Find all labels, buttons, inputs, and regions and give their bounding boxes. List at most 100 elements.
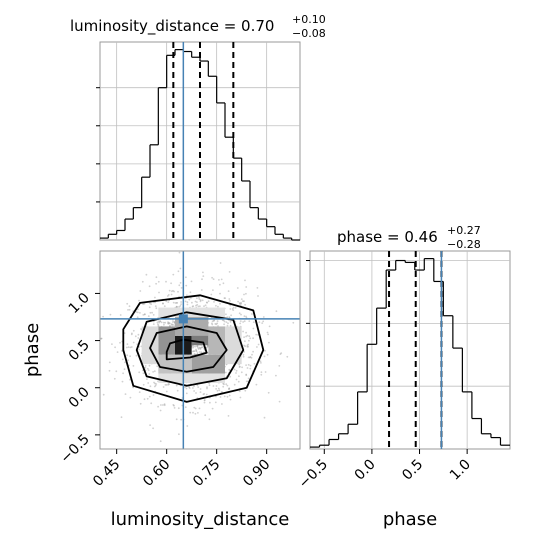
scatter-point [157, 405, 160, 408]
scatter-point [243, 315, 246, 318]
scatter-point [160, 404, 162, 406]
scatter-point [138, 348, 140, 351]
scatter-point [251, 313, 253, 315]
scatter-point [229, 398, 232, 401]
phase-y-axis-label: phase [22, 323, 43, 377]
scatter-point [211, 276, 214, 279]
scatter-point [146, 367, 149, 370]
scatter-point [252, 327, 255, 330]
scatter-point [207, 300, 210, 303]
scatter-point [163, 323, 165, 326]
scatter-point [203, 393, 206, 395]
scatter-point [178, 433, 180, 436]
scatter-point [120, 416, 123, 419]
distance-x-axis-label: luminosity_distance [111, 509, 290, 530]
scatter-point [197, 305, 200, 308]
contour-level-1 [165, 338, 208, 361]
scatter-point [238, 302, 241, 304]
scatter-point [142, 372, 145, 375]
scatter-point [162, 386, 165, 388]
scatter-point [145, 273, 148, 276]
scatter-point [136, 316, 139, 319]
scatter-point [185, 392, 188, 395]
scatter-point [212, 385, 215, 387]
scatter-point [188, 386, 191, 389]
scatter-point [154, 301, 157, 304]
scatter-point [126, 302, 129, 305]
scatter-point [168, 383, 171, 386]
scatter-point [173, 404, 175, 407]
phase-title: phase = 0.46 +0.27 −0.28 [337, 224, 481, 251]
scatter-point [140, 328, 142, 330]
scatter-point [231, 308, 234, 310]
scatter-point [214, 401, 217, 404]
scatter-point [188, 298, 191, 301]
scatter-point [268, 325, 271, 328]
scatter-point [204, 414, 207, 417]
scatter-point [256, 287, 259, 289]
scatter-point [175, 384, 178, 387]
scatter-point [206, 387, 208, 390]
scatter-point [266, 353, 269, 356]
scatter-point [170, 323, 173, 325]
scatter-point [245, 315, 248, 318]
scatter-point [235, 378, 238, 381]
scatter-point [199, 347, 202, 350]
scatter-point [186, 294, 188, 297]
scatter-point [235, 369, 238, 372]
scatter-point [196, 352, 199, 354]
scatter-point [203, 305, 205, 308]
scatter-point [162, 321, 165, 324]
scatter-point [247, 377, 250, 380]
scatter-point [203, 399, 206, 401]
scatter-point [193, 406, 196, 409]
scatter-point [243, 344, 246, 347]
scatter-point [129, 396, 132, 399]
scatter-point [177, 270, 180, 273]
scatter-point [240, 313, 242, 316]
scatter-point [244, 303, 247, 306]
scatter-point [240, 371, 243, 374]
scatter-point [251, 353, 253, 356]
scatter-point [185, 284, 188, 287]
scatter-point [108, 369, 111, 372]
scatter-point [213, 319, 216, 322]
scatter-point [211, 322, 213, 325]
scatter-point [127, 346, 130, 348]
scatter-point [163, 403, 166, 405]
scatter-point [171, 321, 174, 323]
scatter-point [252, 350, 255, 353]
scatter-point [201, 346, 203, 349]
scatter-point [224, 297, 227, 299]
scatter-point [147, 315, 150, 317]
scatter-point [197, 348, 200, 350]
scatter-point [122, 372, 124, 375]
scatter-point [172, 273, 175, 276]
scatter-point [138, 371, 141, 374]
scatter-point [242, 355, 245, 358]
scatter-point [253, 362, 256, 365]
scatter-point [228, 271, 231, 273]
scatter-point [159, 440, 162, 443]
scatter-point [168, 289, 171, 292]
scatter-point [162, 302, 164, 305]
phase-x-axis-label: phase [383, 509, 437, 530]
scatter-point [130, 346, 133, 348]
scatter-point [229, 375, 232, 378]
scatter-point [217, 387, 220, 390]
scatter-point [246, 344, 249, 347]
scatter-point [184, 300, 187, 303]
scatter-point [199, 299, 202, 301]
scatter-point [149, 385, 152, 388]
scatter-point [152, 371, 155, 373]
scatter-point [141, 369, 144, 372]
density-cell-8 [225, 326, 242, 365]
scatter-point [243, 320, 246, 323]
scatter-point [237, 300, 240, 303]
scatter-point [242, 330, 245, 333]
scatter-point [150, 402, 153, 405]
scatter-point [157, 324, 160, 327]
scatter-point [173, 324, 176, 327]
scatter-point [155, 282, 158, 285]
scatter-point [159, 409, 162, 412]
